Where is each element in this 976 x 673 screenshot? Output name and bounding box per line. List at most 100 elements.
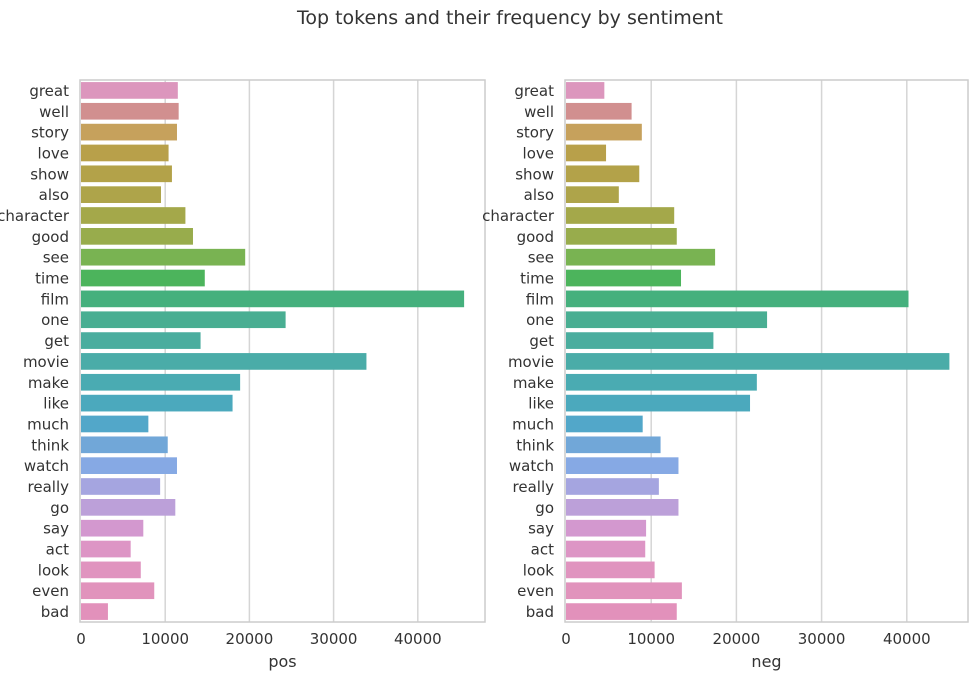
x-axis-label: pos bbox=[268, 652, 296, 671]
tick-label: 40000 bbox=[394, 630, 442, 648]
category-label: make bbox=[28, 374, 69, 392]
bar-story bbox=[566, 123, 642, 141]
bar-show bbox=[81, 165, 172, 183]
bar-really bbox=[566, 478, 659, 495]
plot-frame bbox=[79, 79, 486, 623]
bar-one bbox=[81, 311, 286, 329]
x-axis-label: neg bbox=[751, 652, 781, 671]
bar-make bbox=[566, 373, 757, 391]
bar-look bbox=[81, 561, 141, 579]
chart-title: Top tokens and their frequency by sentim… bbox=[296, 7, 723, 29]
bar-act bbox=[81, 540, 131, 558]
category-label: one bbox=[41, 311, 69, 329]
category-label: good bbox=[32, 228, 69, 246]
category-label: think bbox=[31, 436, 69, 454]
category-label: look bbox=[38, 561, 70, 579]
bar-time bbox=[566, 269, 682, 287]
bar-also bbox=[566, 186, 619, 203]
bar-time bbox=[81, 269, 205, 287]
category-label: much bbox=[27, 415, 69, 433]
category-label: see bbox=[528, 249, 554, 267]
bar-love bbox=[566, 144, 607, 162]
bar-think bbox=[566, 436, 661, 454]
category-label: watch bbox=[24, 457, 69, 475]
category-label: say bbox=[528, 520, 554, 538]
bar-even bbox=[81, 582, 155, 600]
bar-film bbox=[81, 290, 465, 308]
category-label: make bbox=[513, 374, 554, 392]
category-label: well bbox=[524, 103, 554, 121]
bar-bad bbox=[566, 603, 677, 620]
tick-label: 0 bbox=[76, 630, 86, 648]
category-label: show bbox=[515, 165, 554, 183]
bar-make bbox=[81, 373, 241, 391]
bar-think bbox=[81, 436, 168, 454]
bar-watch bbox=[81, 457, 177, 474]
category-label: character bbox=[482, 207, 555, 225]
bar-love bbox=[81, 144, 169, 162]
tick-label: 30000 bbox=[798, 630, 846, 648]
category-label: go bbox=[50, 499, 69, 517]
bar-say bbox=[81, 519, 144, 537]
category-label: think bbox=[516, 436, 554, 454]
category-label: love bbox=[523, 144, 554, 162]
bar-go bbox=[566, 499, 679, 516]
tick-label: 10000 bbox=[141, 630, 189, 648]
bar-get bbox=[81, 332, 201, 349]
bar-look bbox=[566, 561, 655, 579]
category-label: act bbox=[531, 541, 554, 559]
category-label: go bbox=[535, 499, 554, 517]
category-label: bad bbox=[526, 603, 554, 621]
bar-see bbox=[566, 248, 716, 266]
bar-see bbox=[81, 248, 246, 266]
category-label: like bbox=[43, 395, 69, 413]
bar-great bbox=[81, 82, 178, 99]
bar-show bbox=[566, 165, 640, 183]
category-label: see bbox=[43, 249, 69, 267]
category-label: character bbox=[0, 207, 70, 225]
category-label: time bbox=[35, 270, 69, 288]
bar-get bbox=[566, 332, 714, 349]
bar-watch bbox=[566, 457, 679, 474]
pos-panel: great well story love show also character good s… bbox=[0, 79, 486, 671]
bar-good bbox=[81, 228, 193, 245]
category-label: film bbox=[41, 290, 69, 308]
bar-really bbox=[81, 478, 161, 495]
bar-one bbox=[566, 311, 768, 329]
category-label: even bbox=[32, 582, 69, 600]
bar-go bbox=[81, 499, 176, 516]
bar-say bbox=[566, 519, 647, 537]
category-label: also bbox=[524, 186, 554, 204]
category-label: good bbox=[517, 228, 554, 246]
bar-well bbox=[81, 102, 179, 120]
category-label: film bbox=[526, 290, 554, 308]
bar-act bbox=[566, 540, 646, 558]
plot-frame bbox=[564, 79, 969, 623]
bar-also bbox=[81, 186, 161, 203]
neg-panel: great well story love show also character good s… bbox=[482, 79, 969, 671]
bar-well bbox=[566, 102, 632, 120]
bar-character bbox=[566, 207, 675, 224]
category-label: story bbox=[516, 124, 554, 142]
category-label: story bbox=[31, 124, 69, 142]
category-label: great bbox=[514, 82, 554, 100]
category-label: one bbox=[526, 311, 554, 329]
category-label: get bbox=[529, 332, 554, 350]
bar-film bbox=[566, 290, 909, 308]
category-label: movie bbox=[23, 353, 69, 371]
category-label: show bbox=[30, 165, 69, 183]
category-label: get bbox=[44, 332, 69, 350]
category-label: movie bbox=[508, 353, 554, 371]
tick-label: 20000 bbox=[226, 630, 274, 648]
tick-label: 20000 bbox=[713, 630, 761, 648]
bar-much bbox=[566, 415, 643, 433]
bar-great bbox=[566, 82, 605, 99]
category-label: also bbox=[39, 186, 69, 204]
bar-movie bbox=[566, 353, 950, 370]
tick-label: 40000 bbox=[883, 630, 931, 648]
category-label: act bbox=[46, 541, 69, 559]
category-label: great bbox=[29, 82, 69, 100]
category-label: really bbox=[28, 478, 70, 496]
bar-bad bbox=[81, 603, 108, 620]
